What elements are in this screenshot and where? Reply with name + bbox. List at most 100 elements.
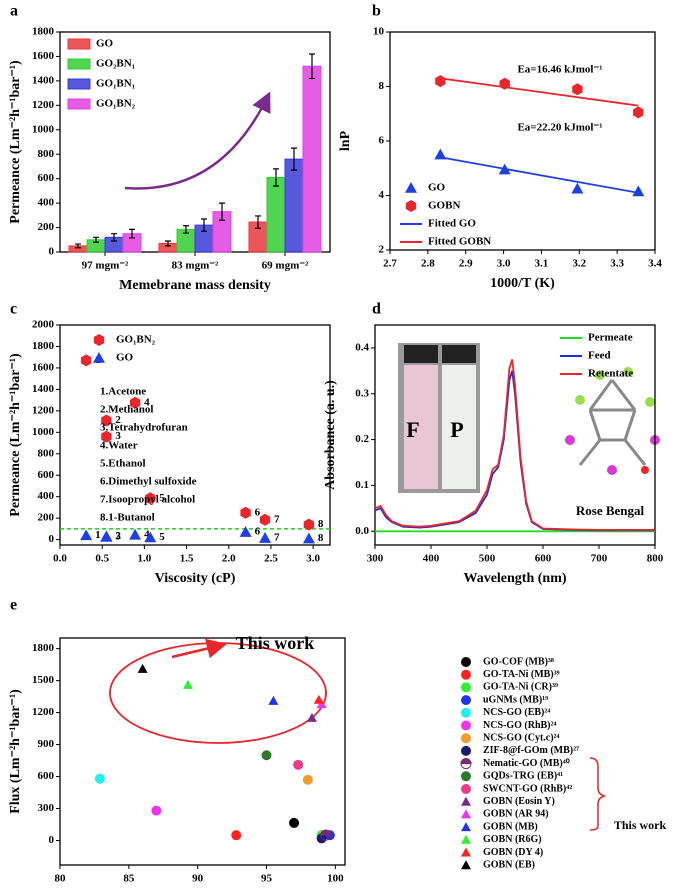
y-axis-title: Permeance (Lm⁻²h⁻¹bar⁻¹) [8,353,23,517]
y-tick-label: 0 [49,533,55,545]
marker-hexagon [259,513,271,526]
x-tick-label: 90 [192,873,204,885]
panel-label: b [372,3,381,20]
annotation: 4.Water [100,440,138,452]
marker-triangle [259,532,272,543]
x-tick-label: 69 mgm⁻² [262,260,309,272]
error-bar [93,236,99,243]
legend-label: GO-TA-Ni (MB)³⁹ [483,669,560,680]
annotation: Rose Bengal [576,503,645,518]
marker-triangle [306,712,317,722]
bar [302,65,322,253]
point-label: 7 [274,532,280,544]
x-tick-label: 2.9 [459,258,473,270]
x-tick-label: 83 mgm⁻² [172,260,219,272]
point-label: 8 [318,518,324,530]
point-label: 4 [144,396,150,408]
marker-triangle [239,526,252,537]
y-tick-label: 0.4 [355,341,369,353]
legend-label: Fitted GOBN [428,236,491,248]
marker-triangle [80,529,93,541]
y-tick-label: 0.2 [355,433,369,445]
x-tick-label: 1.0 [138,553,152,565]
point-label: 6 [255,506,261,518]
marker-triangle [268,695,279,705]
y-tick-label: 600 [38,770,55,782]
point-label: 3 [115,430,121,442]
marker-circle [151,805,162,816]
x-axis-title: Memebrane mass density [119,278,271,293]
annotation: 7.Isoopropyl alcohol [100,494,195,506]
y-tick-label: 1200 [32,706,55,718]
legend-label: GO₂BN₁ [96,58,135,70]
marker-hexagon [101,414,112,427]
annotation: 3.Tetrahydrofuran [100,422,188,434]
panel-label: e [10,597,17,614]
y-tick-label: 2 [379,244,385,256]
point-label: 2 [115,414,121,426]
error-bar [255,215,261,229]
legend-label: GO₁BN₂ [116,334,156,346]
marker-triangle [461,796,471,806]
legend-label: NCS-GO (RhB)²⁴ [483,720,557,731]
legend-label: Permeate [588,332,633,344]
y-tick-label: 1800 [32,340,55,352]
error-bar [201,218,207,232]
point-label: 8 [318,532,324,544]
x-tick-label: 600 [535,553,552,565]
marker-triangle [461,809,471,819]
y-tick-label: 0.1 [355,479,369,491]
marker-triangle [461,847,471,857]
legend-swatch [67,78,91,90]
marker-circle [461,707,471,718]
x-tick-label: 97 mgm⁻² [82,260,129,272]
plot-frame [374,324,656,546]
x-axis-title: 1000/T (K) [490,276,555,291]
marker-triangle [302,532,315,544]
y-tick-label: 8 [379,80,385,92]
point-label: 6 [255,526,261,538]
y-tick-label: 1600 [32,361,55,373]
marker-triangle [571,182,584,194]
rose-bengal-molecule [565,367,660,475]
y-tick-label: 1200 [32,404,55,416]
panel-label: a [10,3,18,20]
x-tick-label: 0.0 [53,553,67,565]
marker-hexagon [633,106,644,119]
error-bar [183,225,189,234]
legend-label: GO [116,352,134,364]
x-tick-label: 3.2 [572,258,586,270]
legend-label: GO₁BN₂ [96,98,136,110]
legend-label: SWCNT-GO (RhB)⁴² [483,783,572,794]
marker-hexagon [101,430,112,443]
x-tick-label: 700 [591,553,608,565]
error-bar [309,53,315,80]
y-tick-label: 800 [38,148,55,160]
x-tick-label: 2.5 [264,553,278,565]
y-tick-label: 300 [38,802,55,814]
marker-circle [461,720,471,731]
vial-photo [398,343,480,493]
marker-triangle [461,860,471,870]
y-tick-label: 600 [38,469,55,481]
y-tick-label: 0.0 [355,525,369,537]
legend-label: Feed [588,350,611,362]
series-line [440,77,639,107]
x-axis-title: Wavelength (nm) [463,571,566,586]
bracket [589,757,607,831]
x-tick-label: 3.3 [610,258,624,270]
marker-circle [289,817,300,828]
panel-label: c [10,301,17,318]
y-tick-label: 900 [38,738,55,750]
bar [284,158,304,253]
legend-label: Retentate [588,368,633,380]
series-line [374,359,655,531]
marker-circle [261,750,272,761]
marker-triangle [632,185,645,197]
y-tick-label: 1400 [32,383,55,395]
x-tick-label: 3.0 [306,553,320,565]
y-tick-label: 1800 [32,26,55,38]
marker-half-circle [460,758,472,765]
marker-triangle [461,822,471,832]
panel-label: d [372,301,381,318]
